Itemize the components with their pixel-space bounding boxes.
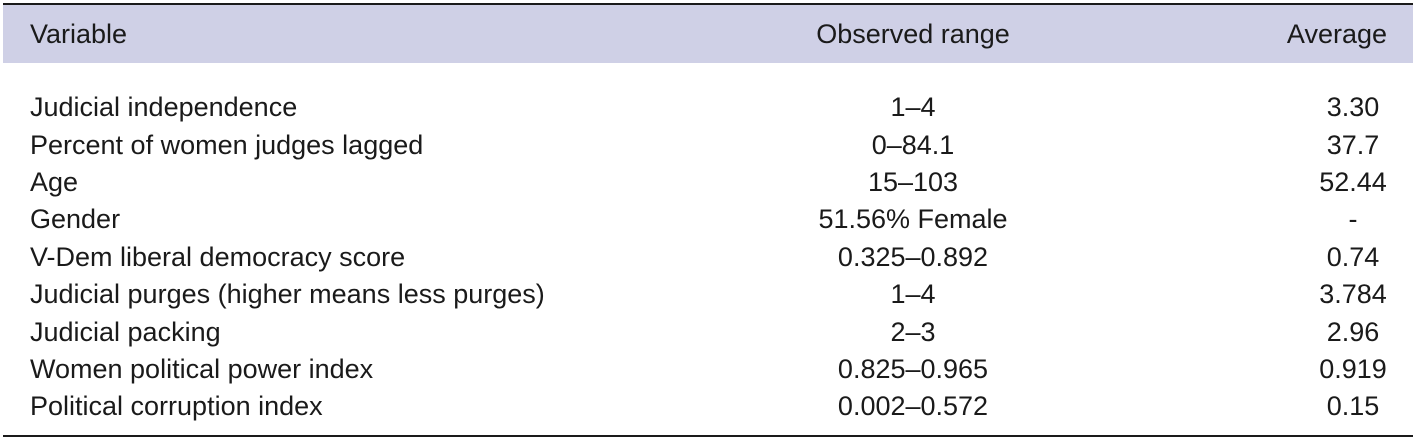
cell-variable: Political corruption index: [30, 391, 323, 422]
cell-average: 0.74: [1326, 241, 1380, 272]
data-table: Variable Observed range Average Judicial…: [3, 3, 1413, 437]
cell-variable: Judicial independence: [30, 92, 298, 123]
cell-range: 0.002–0.572: [837, 391, 989, 422]
cell-variable: Women political power index: [30, 353, 374, 384]
cell-range: 1–4: [890, 279, 936, 310]
top-rule: [3, 3, 1413, 5]
table-row: Age 15–103 52.44: [3, 164, 1413, 201]
cell-range: 0.325–0.892: [837, 241, 989, 272]
header-average: Average: [1286, 18, 1387, 49]
table-row: V-Dem liberal democracy score 0.325–0.89…: [3, 239, 1413, 276]
cell-range: 0.825–0.965: [837, 353, 989, 384]
cell-range: 1–4: [890, 92, 936, 123]
cell-range: 0–84.1: [871, 129, 955, 160]
cell-variable: Judicial packing: [30, 316, 221, 347]
bottom-rule: [3, 435, 1413, 437]
table-row: Political corruption index 0.002–0.572 0…: [3, 388, 1413, 425]
cell-variable: Gender: [30, 204, 121, 235]
cell-range: 51.56% Female: [818, 204, 1008, 235]
cell-average: 0.919: [1319, 353, 1387, 384]
cell-average: -: [1348, 204, 1358, 235]
cell-range: 15–103: [867, 166, 959, 197]
table-row: Gender 51.56% Female -: [3, 201, 1413, 238]
cell-variable: Percent of women judges lagged: [30, 129, 424, 160]
table-header: Variable Observed range Average: [3, 5, 1413, 63]
header-variable: Variable: [30, 18, 128, 49]
table-row: Judicial packing 2–3 2.96: [3, 313, 1413, 350]
table-row: Women political power index 0.825–0.965 …: [3, 351, 1413, 388]
cell-variable: Age: [30, 166, 79, 197]
cell-range: 2–3: [890, 316, 936, 347]
cell-average: 2.96: [1326, 316, 1380, 347]
table-body: Judicial independence 1–4 3.30 Percent o…: [3, 63, 1413, 426]
table-row: Judicial purges (higher means less purge…: [3, 276, 1413, 313]
table-row: Percent of women judges lagged 0–84.1 37…: [3, 126, 1413, 163]
cell-average: 3.784: [1319, 279, 1387, 310]
table-row: Judicial independence 1–4 3.30: [3, 89, 1413, 126]
cell-average: 37.7: [1326, 129, 1380, 160]
cell-average: 3.30: [1326, 92, 1380, 123]
cell-variable: Judicial purges (higher means less purge…: [30, 279, 545, 310]
header-range: Observed range: [816, 18, 1010, 49]
cell-variable: V-Dem liberal democracy score: [30, 241, 406, 272]
cell-average: 52.44: [1319, 166, 1387, 197]
cell-average: 0.15: [1326, 391, 1380, 422]
